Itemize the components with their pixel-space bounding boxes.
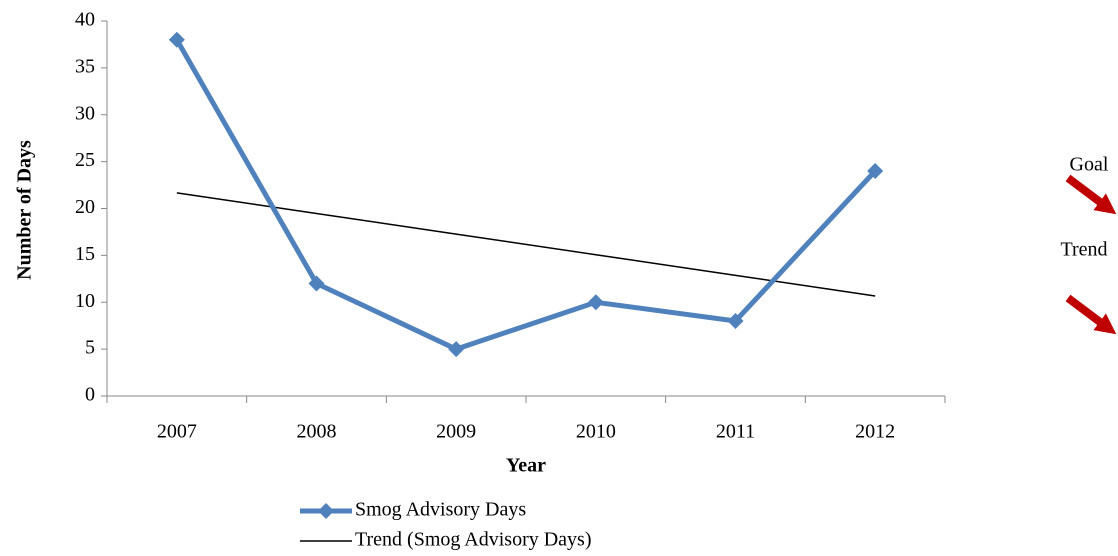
point [867, 163, 884, 179]
arrow [1065, 174, 1117, 215]
point [448, 341, 465, 358]
x-tick-label: 2010 [576, 421, 616, 443]
annotation: Trend [1060, 239, 1107, 261]
x-tick-label: 2008 [297, 421, 337, 443]
point [587, 294, 604, 311]
trend-line [176, 192, 876, 297]
point [727, 313, 744, 329]
x-tick-label: 2011 [716, 421, 755, 443]
y-tick-label: 40 [75, 9, 95, 31]
y-tick-label: 10 [75, 290, 95, 312]
y-tick-label: 5 [85, 337, 95, 359]
y-tick-label: 0 [85, 384, 95, 406]
point [308, 275, 325, 292]
legend-label: Smog Advisory Days [355, 499, 526, 521]
point [168, 31, 185, 48]
y-tick-label: 30 [75, 102, 95, 124]
legend-marker [318, 503, 334, 519]
annotation: Goal [1070, 154, 1109, 176]
series-line [174, 38, 877, 352]
x-tick-label: 2007 [157, 421, 197, 443]
x-axis-title: Year [506, 455, 546, 477]
y-axis-title: Number of Days [14, 140, 36, 280]
legend-label: Trend (Smog Advisory Days) [355, 529, 592, 551]
arrow [1065, 294, 1117, 335]
x-tick-label: 2012 [855, 421, 895, 443]
x-tick-label: 2009 [436, 421, 476, 443]
y-tick-label: 35 [75, 55, 95, 77]
y-tick-label: 15 [75, 243, 95, 265]
y-tick-label: 20 [75, 196, 95, 218]
y-tick-label: 25 [75, 149, 95, 171]
